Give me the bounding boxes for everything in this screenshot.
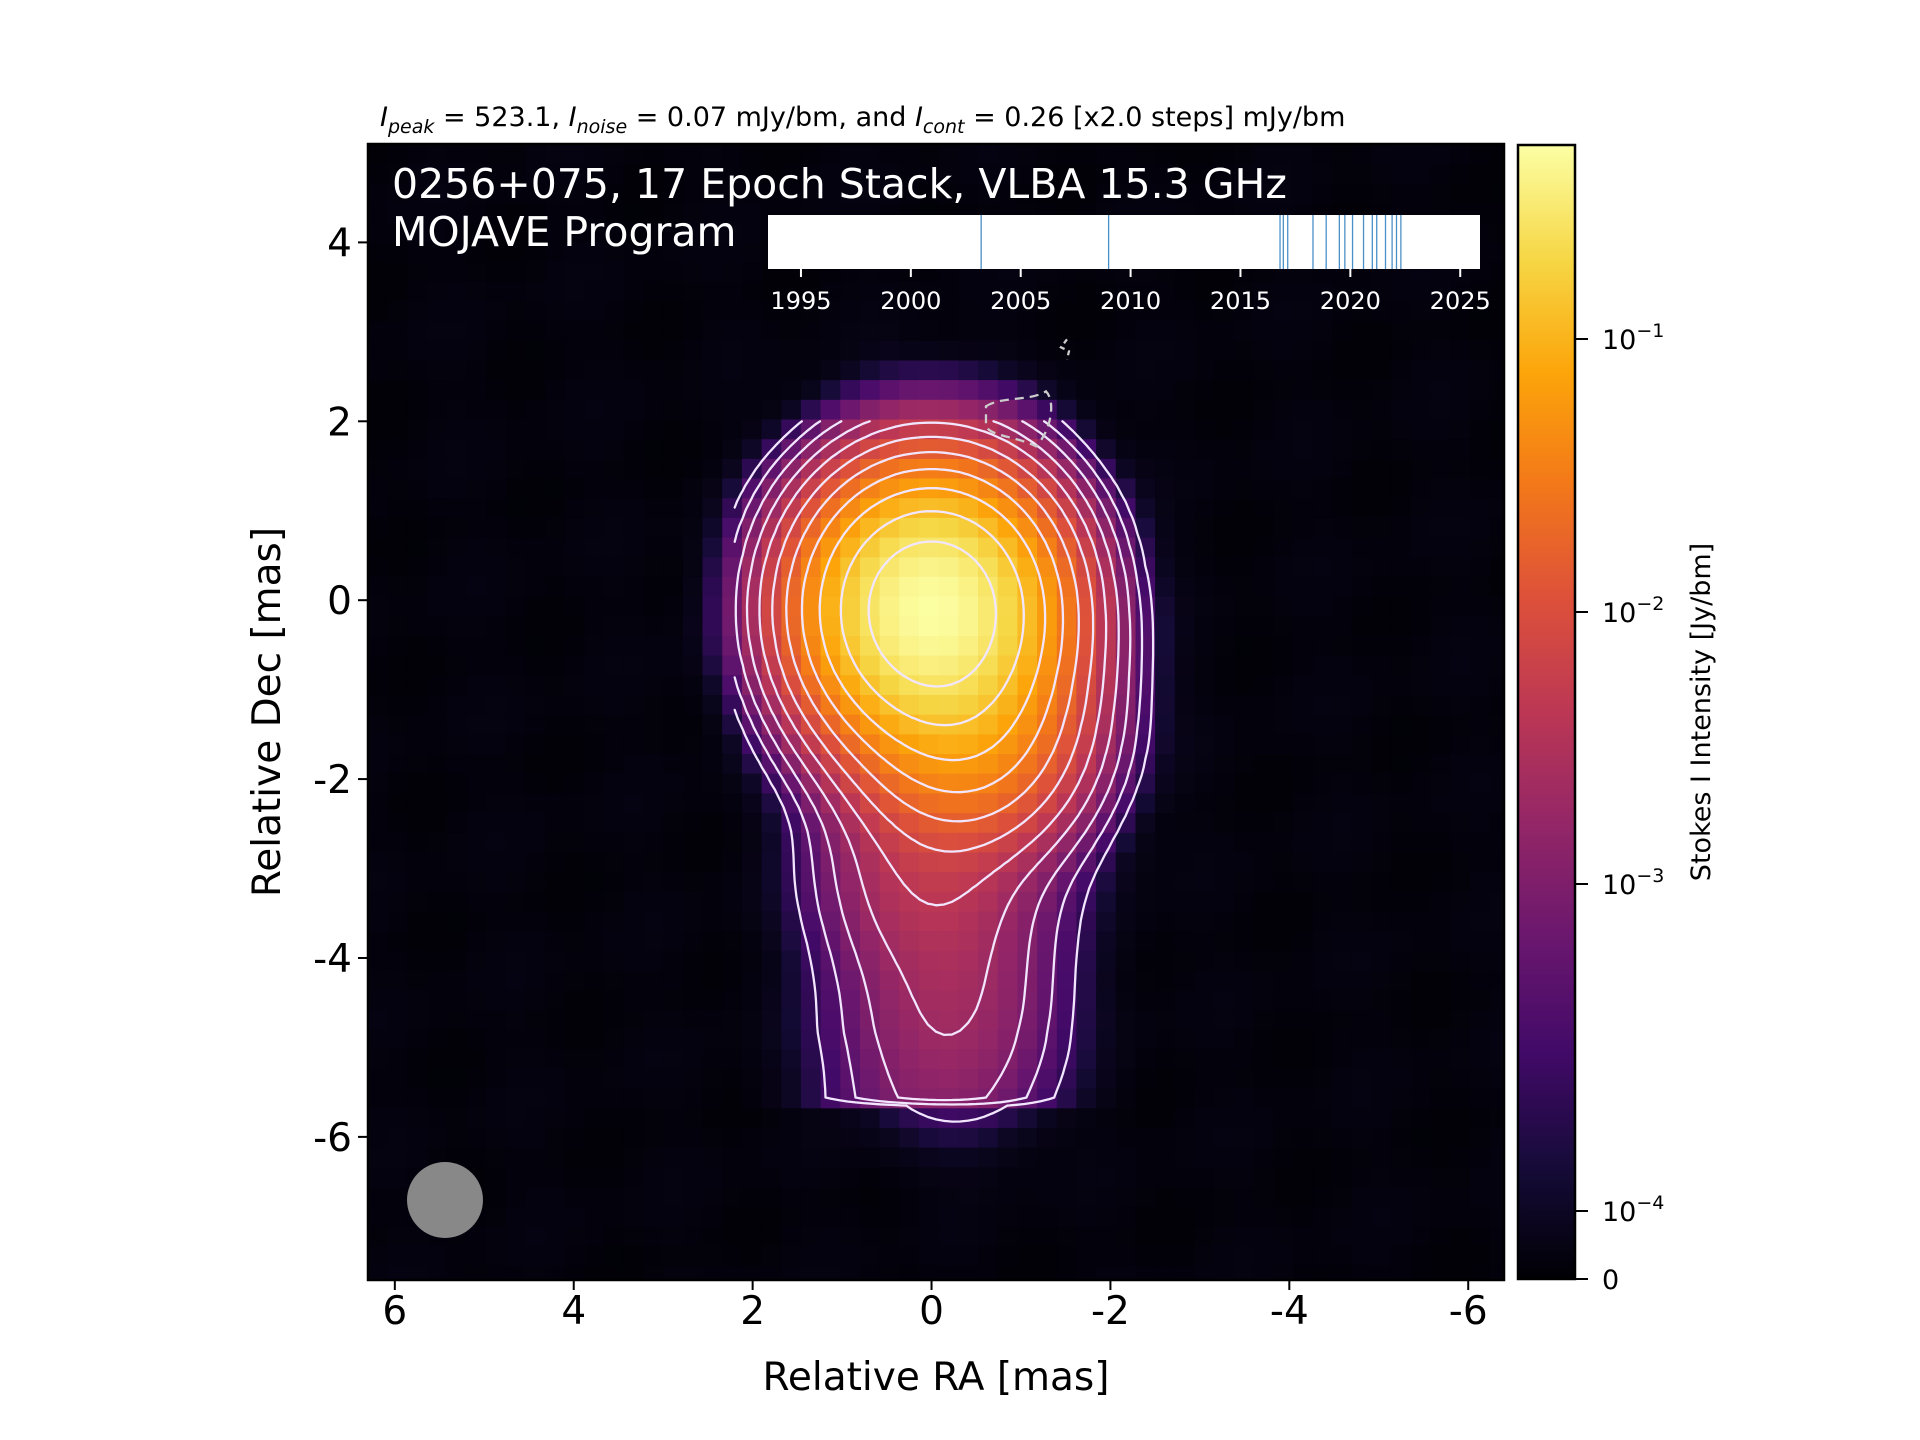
colorbar-label: Stokes I Intensity [Jy/bm] <box>1686 543 1717 881</box>
epoch-timeline: 1995 2000 2005 2010 2015 2020 2025 <box>768 215 1491 315</box>
y-tick-label: -2 <box>313 758 352 803</box>
colorbar-tick-label: 10−4 <box>1602 1192 1664 1228</box>
colorbar-tick-label: 0 <box>1602 1265 1619 1296</box>
contour-level-2 <box>733 420 1144 1106</box>
negative-contour-small <box>1059 338 1071 360</box>
y-tick-label: 0 <box>327 579 352 624</box>
colorbar <box>1516 143 1577 1281</box>
contour-level-11 <box>867 540 998 688</box>
contour-lines <box>733 338 1155 1123</box>
x-tick-label: 0 <box>919 1289 944 1334</box>
y-tick-label: -6 <box>313 1116 352 1161</box>
contour-level-8 <box>800 467 1065 794</box>
contour-level-3 <box>734 420 1132 1102</box>
colorbar-tick-label: 10−2 <box>1602 593 1664 629</box>
contour-level-4 <box>745 420 1120 1037</box>
timeline-tick-label: 1995 <box>770 287 831 315</box>
intensity-map <box>368 144 1504 1280</box>
y-axis-label: Relative Dec [mas] <box>245 527 290 897</box>
chart-subtitle: MOJAVE Program <box>392 208 736 256</box>
x-axis-label: Relative RA [mas] <box>763 1355 1110 1400</box>
plot-frame <box>366 142 1506 1282</box>
x-tick-label: 6 <box>382 1289 407 1334</box>
x-axis: 6 4 2 0 -2 -4 -6 <box>382 1280 1488 1334</box>
y-axis: 4 2 0 -2 -4 -6 <box>313 221 368 1161</box>
beam-ellipse <box>407 1162 483 1238</box>
beam <box>407 1162 483 1238</box>
chart-title: 0256+075, 17 Epoch Stack, VLBA 15.3 GHz <box>392 160 1287 208</box>
negative-contour <box>984 389 1053 448</box>
timeline-tick-label: 2010 <box>1100 287 1161 315</box>
timeline-tick-label: 2025 <box>1430 287 1491 315</box>
timeline-tick-label: 2000 <box>880 287 941 315</box>
timeline-tick-label: 2005 <box>990 287 1051 315</box>
colorbar-tick-label: 10−1 <box>1602 320 1664 356</box>
contour-level-6 <box>771 435 1095 853</box>
colorbar-ticks: 0 10−4 10−3 10−2 10−1 <box>1576 320 1664 1296</box>
x-tick-label: -6 <box>1449 1289 1488 1334</box>
y-tick-label: 4 <box>327 221 352 266</box>
timeline-box <box>768 215 1480 269</box>
chart-header: Ipeak = 523.1, Inoise = 0.07 mJy/bm, and… <box>380 102 1345 138</box>
contour-level-5 <box>758 421 1108 907</box>
contour-level-7 <box>785 450 1080 823</box>
x-tick-label: -4 <box>1270 1289 1309 1334</box>
contour-level-9 <box>818 487 1047 762</box>
contour-level-1 <box>733 420 1155 1123</box>
x-tick-label: 2 <box>740 1289 765 1334</box>
timeline-tick-label: 2020 <box>1320 287 1381 315</box>
x-tick-label: -2 <box>1091 1289 1130 1334</box>
timeline-tick-label: 2015 <box>1210 287 1271 315</box>
contour-level-10 <box>839 510 1025 727</box>
x-tick-label: 4 <box>561 1289 586 1334</box>
colorbar-tick-label: 10−3 <box>1602 865 1664 901</box>
y-tick-label: -4 <box>313 937 352 982</box>
y-tick-label: 2 <box>327 400 352 445</box>
